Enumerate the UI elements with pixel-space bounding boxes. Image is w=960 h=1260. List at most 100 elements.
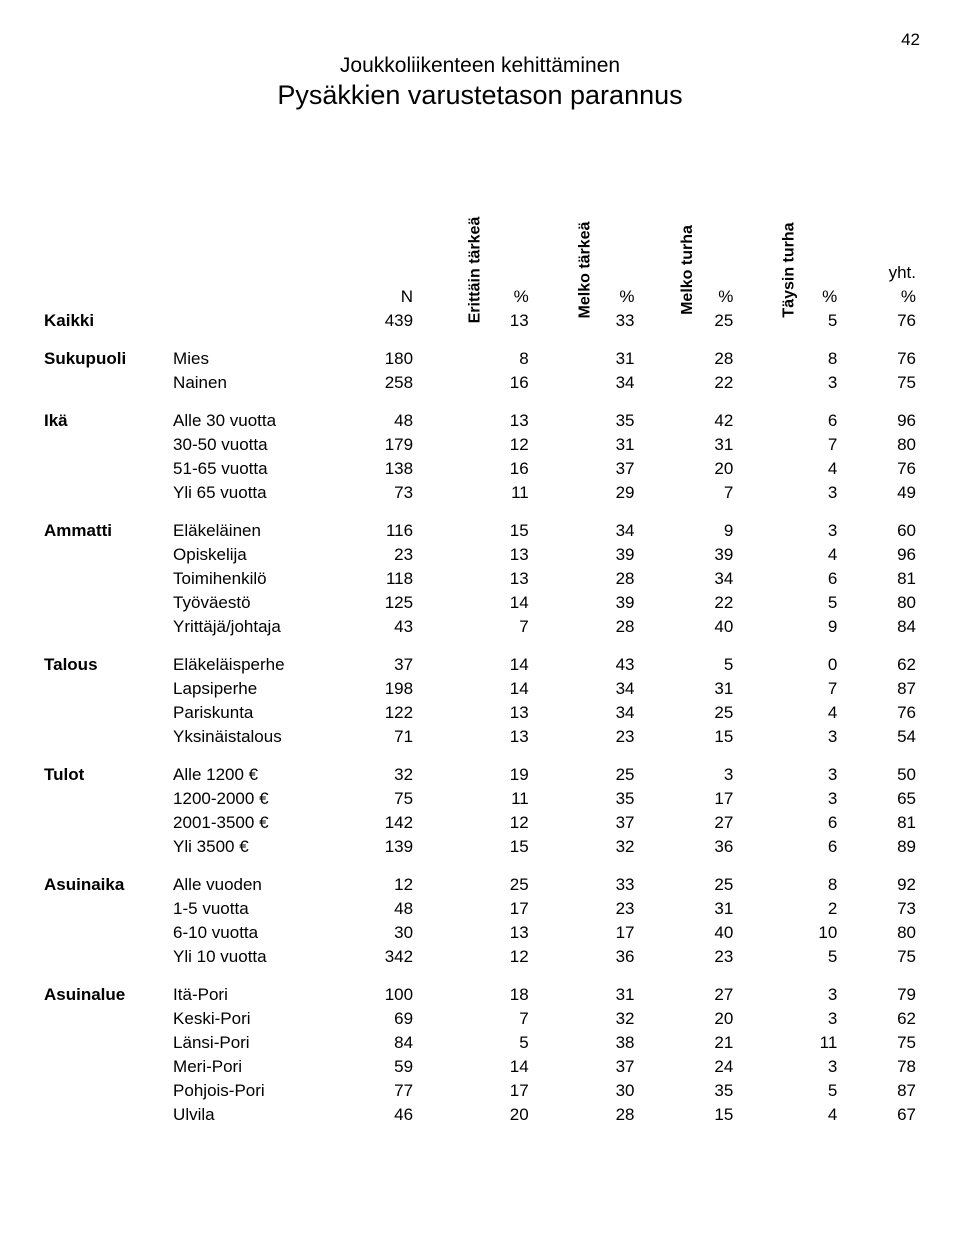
value-cell: 3 — [737, 725, 841, 749]
sum-cell: 92 — [841, 873, 920, 897]
sum-cell: 80 — [841, 591, 920, 615]
value-cell: 6 — [737, 409, 841, 433]
sum-cell: 50 — [841, 763, 920, 787]
table-row: 1200-2000 €75113517365 — [40, 787, 920, 811]
category-cell: Asuinaika — [40, 873, 169, 897]
sum-cell: 96 — [841, 409, 920, 433]
value-cell: 35 — [533, 787, 639, 811]
sum-cell: 75 — [841, 945, 920, 969]
row-label: Eläkeläinen — [169, 519, 338, 543]
category-cell — [40, 1103, 169, 1127]
table-row: Länsi-Pori84538211175 — [40, 1031, 920, 1055]
col-header-2: Melko tärkeä — [577, 222, 595, 319]
col-header-3: Melko turha — [679, 225, 697, 315]
row-label: Yli 3500 € — [169, 835, 338, 859]
value-cell: 23 — [639, 945, 738, 969]
value-cell: 4 — [737, 1103, 841, 1127]
sum-cell: 87 — [841, 677, 920, 701]
value-cell: 16 — [417, 371, 533, 395]
category-cell — [40, 481, 169, 505]
n-cell: 439 — [338, 309, 417, 333]
value-cell: 42 — [639, 409, 738, 433]
table-row: TulotAlle 1200 €3219253350 — [40, 763, 920, 787]
value-cell: 22 — [639, 591, 738, 615]
value-cell: 36 — [639, 835, 738, 859]
value-cell: 40 — [639, 921, 738, 945]
category-cell — [40, 677, 169, 701]
table-row: Keski-Pori6973220362 — [40, 1007, 920, 1031]
value-cell: 5 — [737, 1079, 841, 1103]
sum-cell: 79 — [841, 983, 920, 1007]
row-label: Mies — [169, 347, 338, 371]
value-cell: 24 — [639, 1055, 738, 1079]
table-row: Yksinäistalous71132315354 — [40, 725, 920, 749]
row-label: 1200-2000 € — [169, 787, 338, 811]
row-label: Keski-Pori — [169, 1007, 338, 1031]
n-cell: 116 — [338, 519, 417, 543]
value-cell: 15 — [417, 835, 533, 859]
value-cell: 31 — [533, 347, 639, 371]
value-cell: 17 — [533, 921, 639, 945]
value-cell: 3 — [737, 481, 841, 505]
value-cell: 18 — [417, 983, 533, 1007]
table-row: AmmattiEläkeläinen11615349360 — [40, 519, 920, 543]
sum-cell: 89 — [841, 835, 920, 859]
category-cell: Talous — [40, 653, 169, 677]
table-row: Yrittäjä/johtaja4372840984 — [40, 615, 920, 639]
value-cell: 16 — [417, 457, 533, 481]
value-cell: 3 — [639, 763, 738, 787]
value-cell: 37 — [533, 1055, 639, 1079]
table-row: AsuinalueItä-Pori100183127379 — [40, 983, 920, 1007]
value-cell: 5 — [417, 1031, 533, 1055]
value-cell: 11 — [737, 1031, 841, 1055]
sum-cell: 80 — [841, 433, 920, 457]
n-cell: 77 — [338, 1079, 417, 1103]
value-cell: 8 — [737, 347, 841, 371]
sum-cell: 54 — [841, 725, 920, 749]
n-cell: 73 — [338, 481, 417, 505]
value-cell: 6 — [737, 567, 841, 591]
category-cell: Tulot — [40, 763, 169, 787]
value-cell: 33 — [533, 873, 639, 897]
value-cell: 4 — [737, 457, 841, 481]
value-cell: 34 — [533, 519, 639, 543]
value-cell: 37 — [533, 811, 639, 835]
value-cell: 32 — [533, 835, 639, 859]
row-label: Toimihenkilö — [169, 567, 338, 591]
row-label: Ulvila — [169, 1103, 338, 1127]
n-cell: 138 — [338, 457, 417, 481]
value-cell: 3 — [737, 1007, 841, 1031]
table-row: 6-10 vuotta301317401080 — [40, 921, 920, 945]
value-cell: 11 — [417, 787, 533, 811]
row-label: 30-50 vuotta — [169, 433, 338, 457]
sum-cell: 62 — [841, 1007, 920, 1031]
category-cell: Ikä — [40, 409, 169, 433]
value-cell: 25 — [639, 701, 738, 725]
value-cell: 34 — [533, 701, 639, 725]
row-label: 51-65 vuotta — [169, 457, 338, 481]
table-row: Toimihenkilö118132834681 — [40, 567, 920, 591]
n-cell: 69 — [338, 1007, 417, 1031]
value-cell: 37 — [533, 457, 639, 481]
value-cell: 25 — [533, 763, 639, 787]
value-cell: 7 — [737, 677, 841, 701]
value-cell: 15 — [639, 1103, 738, 1127]
category-cell — [40, 811, 169, 835]
value-cell: 28 — [639, 347, 738, 371]
sum-cell: 75 — [841, 1031, 920, 1055]
value-cell: 14 — [417, 591, 533, 615]
value-cell: 31 — [533, 983, 639, 1007]
n-cell: 139 — [338, 835, 417, 859]
row-label: Nainen — [169, 371, 338, 395]
value-cell: 15 — [417, 519, 533, 543]
value-cell: 21 — [639, 1031, 738, 1055]
value-cell: 3 — [737, 1055, 841, 1079]
row-label: 2001-3500 € — [169, 811, 338, 835]
row-label: Yrittäjä/johtaja — [169, 615, 338, 639]
table-row: TalousEläkeläisperhe3714435062 — [40, 653, 920, 677]
category-cell: Sukupuoli — [40, 347, 169, 371]
value-cell: 14 — [417, 1055, 533, 1079]
n-cell: 12 — [338, 873, 417, 897]
page-number: 42 — [40, 30, 920, 50]
value-cell: 3 — [737, 983, 841, 1007]
